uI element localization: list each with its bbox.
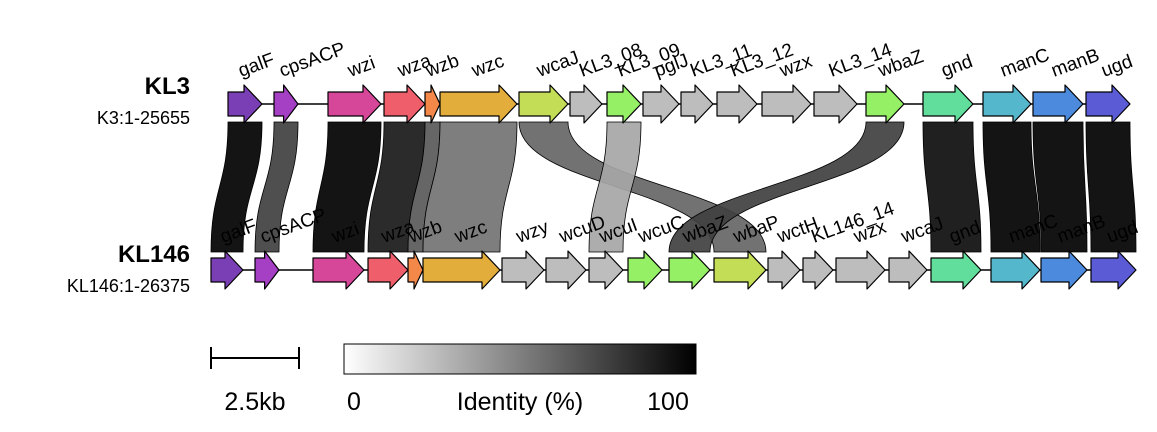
link-manc-to-manc — [982, 121, 1041, 253]
gene-arrow-kl146-wbaz — [668, 250, 711, 290]
gene-arrow-kl146-wzx — [835, 250, 886, 290]
homology-links — [210, 121, 1137, 253]
gene-arrow-kl3-wbaz — [865, 84, 905, 124]
gene-arrow-kl146-cpsacp — [254, 250, 280, 290]
gene-arrow-kl3-wzx — [761, 84, 812, 124]
track-name-kl3: KL3 — [145, 73, 190, 100]
gene-arrow-kl3-manb — [1032, 84, 1084, 124]
link-galf-to-galf — [210, 121, 263, 253]
track-coords-kl146: KL146:1-26375 — [67, 276, 190, 296]
gene-arrow-kl146-wza — [367, 250, 409, 290]
scale-bar: 2.5kb — [210, 347, 300, 416]
gene-arrow-kl3-kl3-12 — [716, 84, 758, 124]
gene-arrow-kl146-wcaj — [888, 250, 928, 290]
gene-arrow-kl146-ugd — [1090, 250, 1137, 290]
track-coords-kl3: K3:1-25655 — [97, 108, 190, 128]
link-gnd-to-gnd — [922, 121, 982, 253]
gene-arrow-kl146-wcud — [545, 250, 587, 290]
gene-arrow-kl3-kl3-11 — [680, 84, 714, 124]
gene-arrow-kl3-wcaj — [518, 84, 569, 124]
gene-label-kl146-wzy: wzy — [513, 217, 552, 248]
gene-arrow-kl3-kl3-09 — [606, 84, 642, 124]
identity-title: Identity (%) — [457, 388, 583, 416]
gene-arrow-kl3-galf — [227, 84, 263, 124]
gene-label-kl3-ugd: ugd — [1099, 51, 1136, 82]
gene-label-kl3-gnd: gnd — [939, 51, 976, 82]
gene-arrow-kl3-wzb — [424, 84, 441, 124]
link-kl3-09-to-wcui — [588, 121, 642, 253]
link-wzc-to-wzc — [422, 121, 518, 253]
link-wzi-to-wzi — [312, 121, 382, 253]
gene-label-kl3-wcaj: wcaJ — [533, 47, 582, 82]
gene-arrow-kl3-manc — [982, 84, 1032, 124]
track-name-kl146: KL146 — [118, 241, 190, 268]
gene-arrow-kl146-gnd — [930, 250, 982, 290]
gene-arrow-kl3-pglj — [642, 84, 680, 124]
gene-arrow-kl3-gnd — [922, 84, 974, 124]
gene-arrow-kl146-manc — [990, 250, 1041, 290]
gene-arrow-kl146-kl146-14 — [802, 250, 834, 290]
gene-arrow-kl3-kl3-08 — [569, 84, 603, 124]
gene-arrow-kl3-wzc — [439, 84, 518, 124]
gene-arrow-kl3-kl3-14 — [813, 84, 858, 124]
gene-arrows — [210, 84, 1137, 290]
gene-arrow-kl146-wzi — [312, 250, 365, 290]
identity-gradient-bar — [343, 343, 697, 375]
gene-arrow-kl146-manb — [1040, 250, 1088, 290]
identity-colorbar: 0 Identity (%) 100 — [343, 343, 697, 416]
gene-arrow-kl146-wzy — [501, 250, 545, 290]
gene-arrow-kl146-wzc — [422, 250, 501, 290]
gene-label-kl3-cpsacp: cpsACP — [277, 38, 349, 81]
gene-label-kl3-wzi: wzi — [344, 53, 378, 82]
link-ugd-to-ugd — [1085, 121, 1137, 253]
gene-label-kl3-manc: manC — [998, 45, 1053, 82]
gene-arrow-kl3-ugd — [1085, 84, 1131, 124]
gene-arrow-kl146-wcuc — [627, 250, 663, 290]
gene-arrow-kl3-wza — [383, 84, 426, 124]
gene-arrow-kl146-wbap — [713, 250, 767, 290]
link-manb-to-manb — [1032, 121, 1088, 253]
gene-label-kl3-wzc: wzc — [468, 51, 507, 82]
gene-arrow-kl146-wcth — [767, 250, 801, 290]
gene-arrow-kl3-cpsacp — [273, 84, 299, 124]
gene-label-kl3-galf: galF — [236, 49, 278, 81]
gene-arrow-kl146-wcui — [588, 250, 624, 290]
gene-label-kl3-manb: manB — [1049, 45, 1103, 82]
gene-label-kl146-kl146-14: KL146_14 — [809, 198, 898, 248]
gene-arrow-kl3-wzi — [327, 84, 382, 124]
gene-arrow-kl146-wzb — [407, 250, 424, 290]
identity-max-label: 100 — [647, 388, 689, 416]
gene-arrow-kl146-galf — [210, 250, 244, 290]
link-cpsacp-to-cpsacp — [254, 121, 299, 253]
scale-bar-label: 2.5kb — [224, 388, 285, 416]
link-wbaz-to-wbaz — [668, 121, 905, 253]
identity-min-label: 0 — [347, 388, 361, 416]
